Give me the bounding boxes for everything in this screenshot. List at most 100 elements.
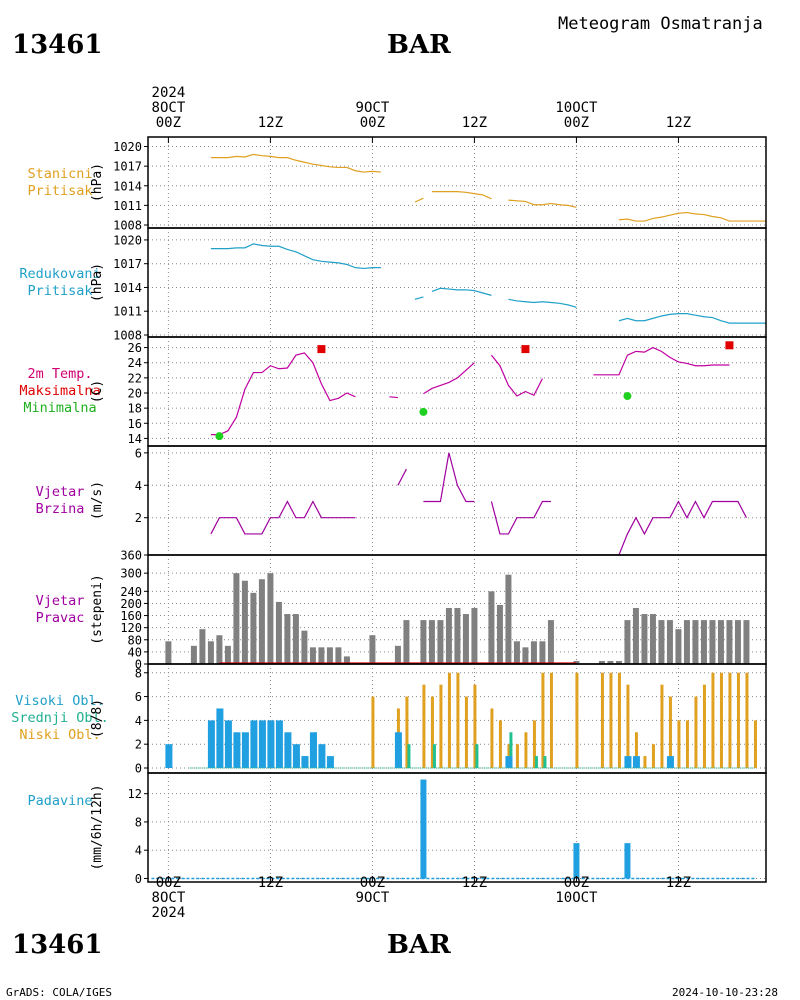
y-tick-label: 2 [135,738,142,752]
cloud-bar [643,756,647,768]
cloud-bar [464,696,468,768]
bar [233,573,240,664]
bar [420,779,427,879]
y-tick-label: 120 [120,621,142,635]
time-axis-label: 12Z [648,116,708,131]
bar [675,629,682,664]
series-line [490,500,551,535]
bar [267,573,274,664]
cloud-bar [515,744,519,768]
cloud-bar [490,708,494,768]
station-name-bottom: BAR [387,930,451,960]
time-axis-label: 9OCT 00Z [342,101,402,131]
bar [326,647,333,664]
cloud-bar [549,672,553,768]
bar [199,629,206,664]
series-line [210,352,356,436]
y-tick-label: 14 [128,432,142,446]
panel-title: Redukovani Pritisak [0,266,120,300]
time-axis-label: 2024 8OCT 00Z [138,86,198,131]
cloud-bar [668,696,672,768]
panel-title-line: Vjetar [35,483,85,500]
time-axis-label-line: 8OCT [151,100,186,116]
bar [394,645,401,664]
cloud-bar [447,672,451,768]
panel-title: Stanicni Pritisak [0,166,120,200]
bar [539,641,546,664]
cloud-bar [634,732,638,768]
series-line [210,153,381,173]
min-temp-marker [623,392,632,401]
cloud-bar [250,720,258,768]
cloud-bar [318,744,326,768]
series-line [431,191,492,200]
panel-title: Visoki Obl. Srednji Obl. Niski Obl. [0,693,120,744]
series-line [593,500,747,555]
time-axis-label-line: 00Z [155,115,182,131]
y-tick-label: 360 [120,549,142,563]
time-axis-label-line: 12Z [257,875,284,891]
cloud-bar [371,696,375,768]
bar [726,620,733,664]
time-axis-label: 00Z 10OCT [546,876,606,906]
bar [700,620,707,664]
series-line [397,468,407,486]
y-tick-label: 0 [135,762,142,776]
cloud-bar [301,756,309,768]
cloud-bar [258,720,266,768]
panel-precipitation: 0 4 8 12 (mm/6h/12h) [90,772,767,886]
y-tick-label: 26 [128,341,142,355]
panel-wind_speed: 2 4 6 (m/s) [90,445,767,556]
series-line [618,211,766,222]
series-line [389,396,398,399]
bar [666,620,673,664]
time-axis-label: 00Z 9OCT [342,876,402,906]
bar [658,620,665,664]
panel-clouds: 0 2 4 6 8 (8/8) [90,663,767,776]
y-tick-label: 24 [128,356,142,370]
panel-title-line: Niski Obl. [19,727,101,743]
bar [547,620,554,664]
cloud-bar [685,720,689,768]
cloud-bar [609,672,613,768]
cloud-bar [284,732,292,768]
series-line [423,452,475,503]
panel-unit-label: (hPa) [90,263,105,302]
y-tick-label: 1014 [113,179,142,193]
bar [513,641,520,664]
y-tick-label: 300 [120,567,142,581]
cloud-bar [624,756,632,768]
y-tick-label: 16 [128,417,142,431]
series-line [490,354,543,397]
panel-title-line: Redukovani [19,265,101,282]
cloud-bar [736,672,740,768]
time-axis-label: 00Z 8OCT 2024 [138,876,198,921]
time-axis-label-line: 12Z [461,115,488,131]
y-tick-label: 1011 [113,305,142,319]
max-temp-marker [521,345,530,354]
cloud-bar [666,756,674,768]
y-tick-label: 20 [128,387,142,401]
time-axis-label: 12Z [240,876,300,891]
station-name-top: BAR [387,30,451,60]
bar [284,614,291,664]
panel-title-line: Maksimalna [19,383,101,399]
panel-unit-label: (C) [90,380,105,403]
y-tick-label: 8 [135,666,142,680]
time-axis-label-line: 12Z [665,875,692,891]
panel-title-line: Minimalna [23,400,97,416]
time-axis-label: 12Z [444,876,504,891]
time-axis-label-line: 10OCT [555,890,598,906]
time-axis-label-line: 12Z [461,875,488,891]
panel-unit-label: (stepeni) [90,574,105,644]
panel-title-line: Pritisak [27,282,93,299]
bar [165,641,172,664]
bar [683,620,690,664]
cloud-bar [505,756,513,768]
max-temp-marker [725,341,734,350]
cloud-bar [224,720,232,768]
bar [462,614,469,664]
panel-title-line: Visoki Obl. [15,693,105,709]
